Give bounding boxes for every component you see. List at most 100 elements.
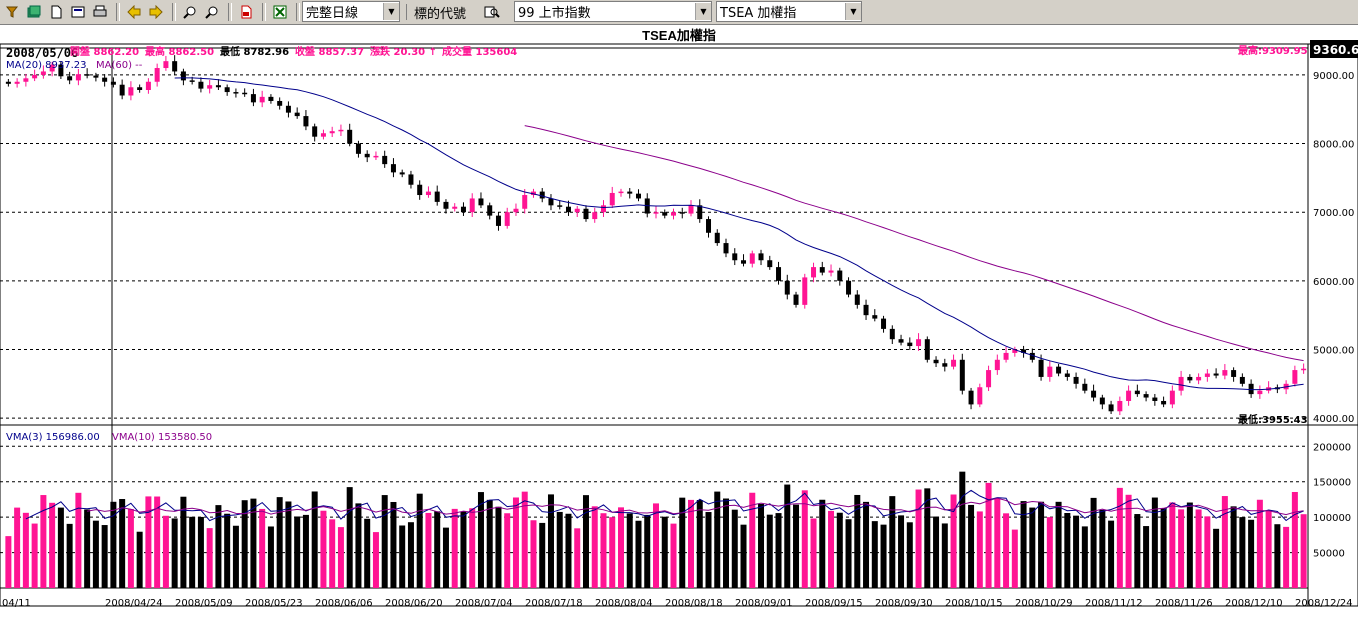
candle-body (329, 131, 335, 134)
volume-bar (162, 515, 169, 588)
volume-bar (1029, 507, 1036, 588)
candle-body (1012, 349, 1018, 353)
volume-bar (565, 513, 572, 588)
candle-body (1082, 383, 1088, 391)
candle-body (1064, 373, 1070, 377)
candle-body (1073, 376, 1079, 384)
chevron-down-icon[interactable]: ▼ (845, 3, 861, 20)
ma60-line (524, 125, 1304, 362)
candle-body (75, 74, 81, 81)
volume-tick-label: 200000 (1313, 442, 1351, 453)
volume-bar (600, 513, 607, 588)
candle-body (793, 294, 799, 305)
volume-bar (617, 507, 624, 588)
candle-body (1292, 370, 1298, 384)
new-document-icon[interactable] (46, 2, 66, 22)
volume-bar (1064, 512, 1071, 588)
candle-body (1161, 400, 1167, 405)
ma20-line (174, 77, 1304, 391)
symbol-label: 標的代號 (414, 7, 467, 22)
volume-bar (180, 496, 187, 588)
candle-body (1248, 383, 1254, 395)
volume-bar (539, 522, 546, 588)
print-icon[interactable] (90, 2, 110, 22)
candle-body (889, 328, 895, 340)
candle-body (986, 370, 992, 388)
chart-frame (0, 43, 1358, 607)
current-price-box (1310, 40, 1358, 58)
volume-bar (985, 482, 992, 588)
toolbar: 完整日線 ▼ 標的代號 99 上市指數 ▼ TSEA 加權指 ▼ (0, 0, 1358, 25)
volume-bar (31, 523, 38, 588)
volume-bar (241, 500, 248, 588)
volume-bar (136, 531, 143, 588)
candle-body (242, 92, 248, 95)
volume-bar (863, 501, 870, 588)
candle-body (968, 390, 974, 405)
volume-bar (75, 492, 82, 588)
properties-icon[interactable] (68, 2, 88, 22)
stock-select[interactable]: TSEA 加權指 ▼ (716, 1, 862, 22)
volume-bar (1011, 529, 1018, 588)
candle-body (40, 71, 46, 75)
index-select[interactable]: 99 上市指數 ▼ (514, 1, 712, 22)
chevron-down-icon[interactable]: ▼ (383, 3, 399, 20)
back-arrow-icon[interactable] (124, 2, 144, 22)
candle-body (1091, 390, 1097, 398)
books-icon[interactable] (24, 2, 44, 22)
volume-bar (1073, 515, 1080, 588)
volume-bar (250, 498, 257, 588)
volume-bar (311, 491, 318, 588)
x-tick-label: 2008/11/12 (1085, 598, 1143, 609)
high-label: 最高 8862.50 (145, 45, 214, 58)
forward-arrow-icon[interactable] (146, 2, 166, 22)
candle-body (1257, 390, 1263, 395)
volume-bar (1265, 510, 1272, 588)
candle-body (653, 212, 659, 214)
volume-bar (1038, 501, 1045, 588)
filter-icon[interactable] (2, 2, 22, 22)
volume-tick-label: 50000 (1313, 549, 1345, 560)
volume-bar (933, 516, 940, 588)
volume-bar (740, 524, 747, 588)
x-tick-label: 2008/07/18 (525, 598, 583, 609)
volume-bar (1274, 524, 1281, 588)
volume-bar (92, 520, 99, 588)
volume-bar (758, 503, 765, 588)
candle-body (811, 267, 817, 278)
volume-bar (1143, 526, 1150, 588)
export-pdf-icon[interactable] (236, 2, 256, 22)
zoom-out-icon[interactable] (202, 2, 222, 22)
volume-bar (547, 494, 554, 588)
candle-body (215, 85, 221, 88)
candle-body (452, 206, 458, 209)
candle-body (1134, 390, 1140, 395)
search-icon[interactable] (482, 2, 502, 22)
volume-bar (1003, 513, 1010, 588)
period-select[interactable]: 完整日線 ▼ (302, 1, 400, 22)
x-tick-label: 2008/09/30 (875, 598, 933, 609)
volume-bar (346, 487, 353, 588)
volume-bar (469, 508, 476, 588)
candle-body (259, 96, 265, 103)
zoom-in-icon[interactable] (180, 2, 200, 22)
volume-bar (582, 495, 589, 588)
candle-body (635, 193, 641, 199)
volume-bar (355, 503, 362, 588)
chevron-down-icon[interactable]: ▼ (695, 3, 711, 20)
candle-body (583, 208, 589, 220)
candle-body (233, 92, 239, 94)
volume-bar (119, 499, 126, 588)
excel-icon[interactable] (270, 2, 290, 22)
candle-body (802, 277, 808, 305)
volume-bar (442, 527, 449, 588)
candle-body (1021, 349, 1027, 353)
x-tick-label: 2008/05/23 (245, 598, 303, 609)
volume-bar (434, 511, 441, 588)
volume-bar (381, 495, 388, 588)
candle-body (1056, 366, 1062, 374)
volume-bar (232, 525, 239, 588)
candle-body (688, 205, 694, 214)
volume-bar (390, 501, 397, 588)
